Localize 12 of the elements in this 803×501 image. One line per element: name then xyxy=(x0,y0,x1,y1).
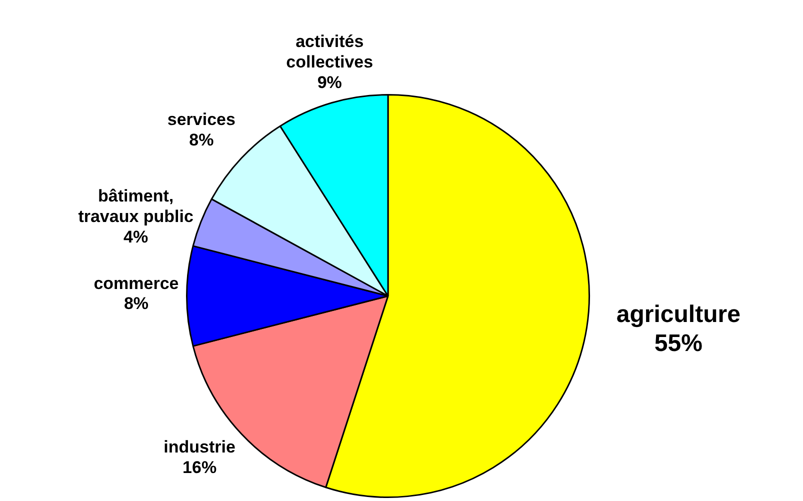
data-label: 8% xyxy=(124,294,149,314)
slice-label: activités collectives xyxy=(286,32,374,72)
data-label: 55% xyxy=(654,330,702,357)
slice-label: bâtiment, travaux public xyxy=(78,186,194,226)
slice-label: commerce xyxy=(94,274,179,293)
data-label: 9% xyxy=(317,72,342,92)
slice-label: services xyxy=(167,110,236,130)
data-label: 4% xyxy=(124,227,148,246)
data-label: 8% xyxy=(189,130,214,150)
data-label: 16% xyxy=(182,458,217,477)
slice-label: industrie xyxy=(164,437,236,456)
slice-label: agriculture xyxy=(616,301,740,328)
